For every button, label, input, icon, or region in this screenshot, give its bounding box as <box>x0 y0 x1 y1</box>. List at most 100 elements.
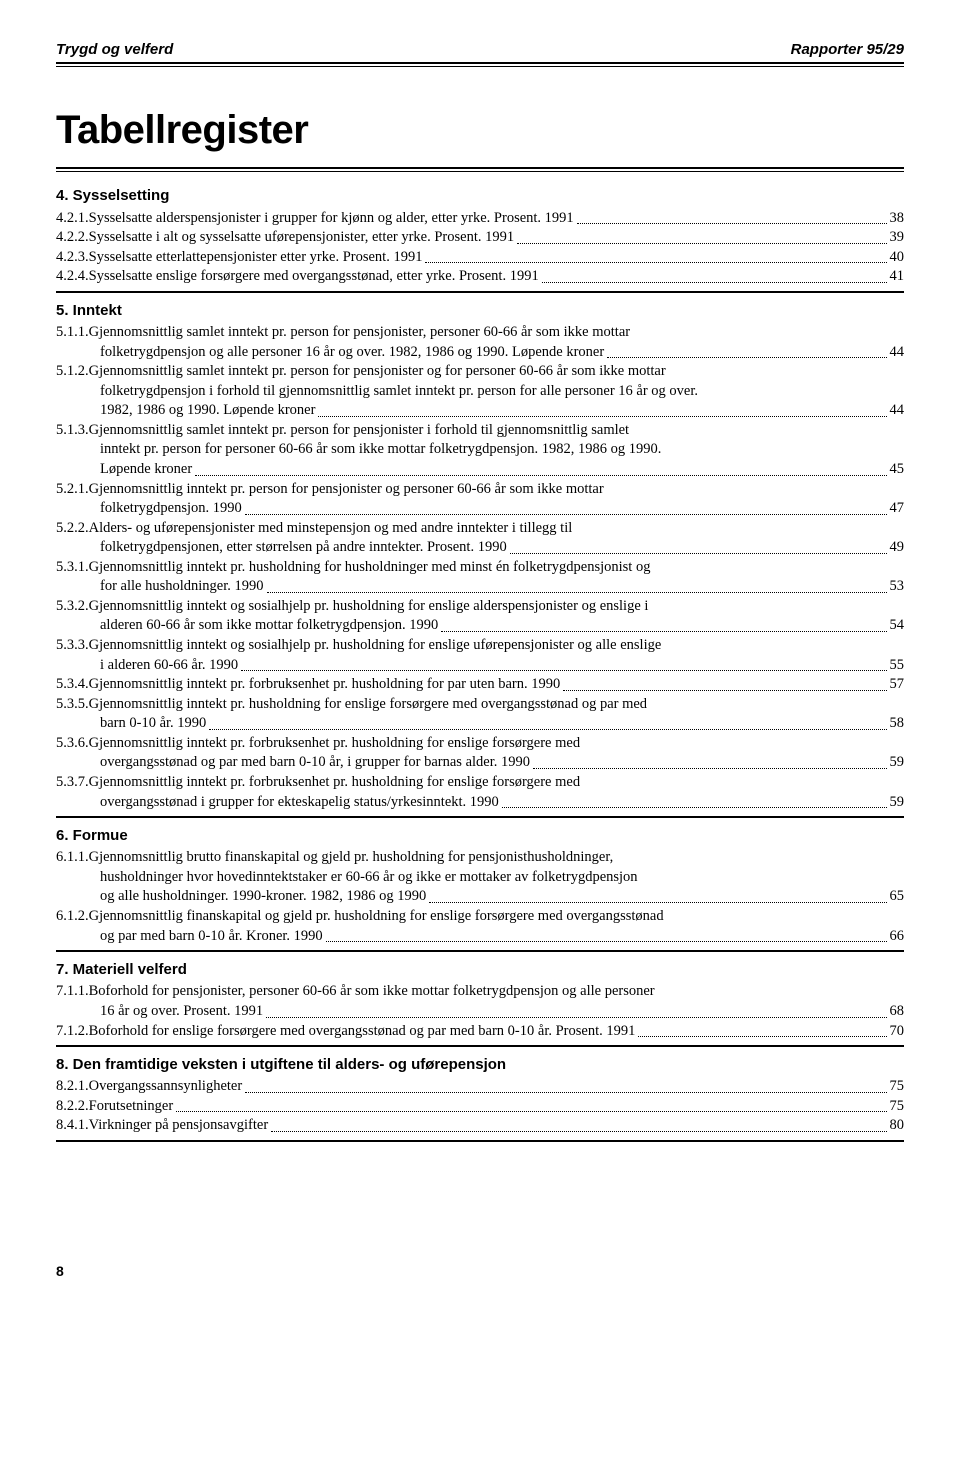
entry-text: Gjennomsnittlig samlet inntekt pr. perso… <box>89 362 666 382</box>
toc-entry: 5.3.1. Gjennomsnittlig inntekt pr. husho… <box>56 558 904 578</box>
toc-entry: 5.3.6. Gjennomsnittlig inntekt pr. forbr… <box>56 734 904 754</box>
entry-text: Gjennomsnittlig inntekt pr. person for p… <box>89 480 604 500</box>
toc-entry: 5.3.2. Gjennomsnittlig inntekt og sosial… <box>56 597 904 617</box>
entry-text: Gjennomsnittlig inntekt pr. forbruksenhe… <box>89 734 580 754</box>
leader-dots <box>271 1131 886 1132</box>
leader-dots <box>542 282 887 283</box>
toc-entry: 4.2.4. Sysselsatte enslige forsørgere me… <box>56 267 904 287</box>
entry-page: 65 <box>890 887 905 907</box>
entry-number: 5.3.7. <box>56 773 89 793</box>
section-rule <box>56 950 904 952</box>
entry-text: folketrygdpensjon og alle personer 16 år… <box>100 343 604 363</box>
toc-entry: inntekt pr. person for personer 60-66 år… <box>56 440 904 460</box>
entry-page: 39 <box>890 228 905 248</box>
header-left: Trygd og velferd <box>56 40 173 60</box>
entry-number: 5.2.1. <box>56 480 89 500</box>
running-header: Trygd og velferd Rapporter 95/29 <box>56 40 904 64</box>
entry-text: Gjennomsnittlig finanskapital og gjeld p… <box>89 907 664 927</box>
toc-entry: folketrygdpensjonen, etter størrelsen på… <box>56 538 904 558</box>
section-rule <box>56 291 904 293</box>
entry-text: folketrygdpensjon. 1990 <box>100 499 242 519</box>
leader-dots <box>517 243 886 244</box>
toc-entry: 4.2.1. Sysselsatte alderspensjonister i … <box>56 209 904 229</box>
entry-text: Gjennomsnittlig inntekt pr. forbruksenhe… <box>89 675 561 695</box>
entry-page: 59 <box>890 793 905 813</box>
entry-page: 66 <box>890 927 905 947</box>
entry-text: inntekt pr. person for personer 60-66 år… <box>100 440 661 460</box>
title-rule <box>56 167 904 169</box>
entry-number: 5.3.4. <box>56 675 89 695</box>
entry-text: Overgangssannsynligheter <box>89 1077 243 1097</box>
entry-text: Gjennomsnittlig samlet inntekt pr. perso… <box>89 323 630 343</box>
section-rule <box>56 1045 904 1047</box>
section-heading: 6. Formue <box>56 826 904 846</box>
page-title: Tabellregister <box>56 103 904 157</box>
leader-dots <box>245 1092 886 1093</box>
entry-number: 4.2.2. <box>56 228 89 248</box>
leader-dots <box>266 1017 886 1018</box>
entry-page: 49 <box>890 538 905 558</box>
section-heading: 4. Sysselsetting <box>56 186 904 206</box>
leader-dots <box>510 553 887 554</box>
toc-entry: 5.2.1. Gjennomsnittlig inntekt pr. perso… <box>56 480 904 500</box>
entry-text: Gjennomsnittlig samlet inntekt pr. perso… <box>89 421 629 441</box>
toc-entry: 4.2.2. Sysselsatte i alt og sysselsatte … <box>56 228 904 248</box>
toc-entry: barn 0-10 år. 1990 58 <box>56 714 904 734</box>
entry-text: barn 0-10 år. 1990 <box>100 714 206 734</box>
toc-entry: 5.3.7. Gjennomsnittlig inntekt pr. forbr… <box>56 773 904 793</box>
entry-number: 6.1.1. <box>56 848 89 868</box>
entry-text: og par med barn 0-10 år. Kroner. 1990 <box>100 927 323 947</box>
leader-dots <box>563 690 886 691</box>
entry-text: Sysselsatte etterlattepensjonister etter… <box>89 248 423 268</box>
leader-dots <box>318 416 886 417</box>
entry-page: 38 <box>890 209 905 229</box>
entry-text: alderen 60-66 år som ikke mottar folketr… <box>100 616 438 636</box>
toc-entry: 16 år og over. Prosent. 199168 <box>56 1002 904 1022</box>
entry-number: 8.4.1. <box>56 1116 89 1136</box>
toc-entry: 5.1.1. Gjennomsnittlig samlet inntekt pr… <box>56 323 904 343</box>
entry-text: overgangsstønad og par med barn 0-10 år,… <box>100 753 530 773</box>
entry-text: Forutsetninger <box>89 1097 174 1117</box>
toc-entry: 5.1.2. Gjennomsnittlig samlet inntekt pr… <box>56 362 904 382</box>
entry-text: Boforhold for pensjonister, personer 60-… <box>89 982 655 1002</box>
entry-page: 53 <box>890 577 905 597</box>
entry-text: Gjennomsnittlig inntekt og sosialhjelp p… <box>89 597 649 617</box>
entry-number: 5.3.2. <box>56 597 89 617</box>
toc-entry: husholdninger hvor hovedinntektstaker er… <box>56 868 904 888</box>
leader-dots <box>195 475 886 476</box>
entry-number: 6.1.2. <box>56 907 89 927</box>
entry-number: 8.2.2. <box>56 1097 89 1117</box>
toc-entry: 8.2.1. Overgangssannsynligheter75 <box>56 1077 904 1097</box>
entry-number: 5.1.3. <box>56 421 89 441</box>
entry-number: 7.1.2. <box>56 1022 89 1042</box>
entry-page: 58 <box>890 714 905 734</box>
entry-page: 59 <box>890 753 905 773</box>
leader-dots <box>577 223 887 224</box>
toc-entry: og alle husholdninger. 1990-kroner. 1982… <box>56 887 904 907</box>
entry-page: 44 <box>890 401 905 421</box>
toc-entry: 7.1.1. Boforhold for pensjonister, perso… <box>56 982 904 1002</box>
entry-page: 75 <box>890 1077 905 1097</box>
entry-text: overgangsstønad i grupper for ekteskapel… <box>100 793 499 813</box>
entry-number: 4.2.1. <box>56 209 89 229</box>
entry-text: i alderen 60-66 år. 1990 <box>100 656 238 676</box>
entry-number: 5.3.1. <box>56 558 89 578</box>
entry-page: 80 <box>890 1116 905 1136</box>
entry-page: 41 <box>890 267 905 287</box>
section-heading: 7. Materiell velferd <box>56 960 904 980</box>
entry-text: Gjennomsnittlig brutto finanskapital og … <box>89 848 614 868</box>
toc-entry: for alle husholdninger. 199053 <box>56 577 904 597</box>
toc-entry: 8.4.1. Virkninger på pensjonsavgifter80 <box>56 1116 904 1136</box>
entry-text: Gjennomsnittlig inntekt pr. husholdning … <box>89 695 647 715</box>
leader-dots <box>425 262 886 263</box>
section-rule <box>56 816 904 818</box>
entry-text: folketrygdpensjon i forhold til gjennoms… <box>100 382 698 402</box>
entry-page: 75 <box>890 1097 905 1117</box>
entry-page: 45 <box>890 460 905 480</box>
leader-dots <box>502 807 887 808</box>
toc-entry: folketrygdpensjon. 199047 <box>56 499 904 519</box>
toc-entry: 4.2.3. Sysselsatte etterlattepensjoniste… <box>56 248 904 268</box>
leader-dots <box>441 631 886 632</box>
entry-number: 4.2.3. <box>56 248 89 268</box>
toc-entry: Løpende kroner45 <box>56 460 904 480</box>
